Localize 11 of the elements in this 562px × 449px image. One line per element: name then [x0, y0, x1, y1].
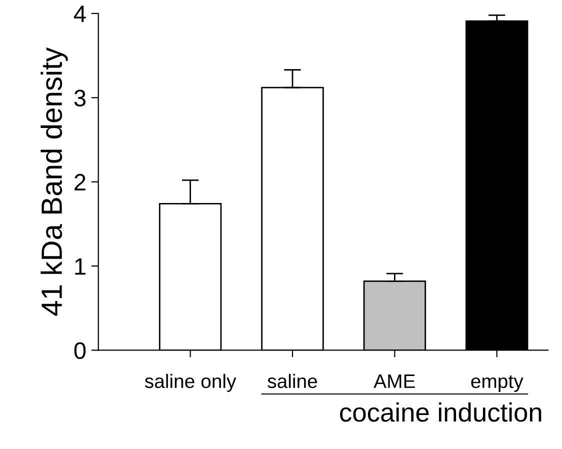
- y-tick-label: 3: [74, 90, 86, 106]
- x-tick-label: saline only: [144, 374, 236, 392]
- x-tick-label: AME: [374, 374, 415, 388]
- y-tick-label: 2: [74, 174, 86, 190]
- x-tick-label: empty: [471, 375, 524, 392]
- y-axis-title: 41 kDa Band density: [40, 47, 68, 316]
- y-tick-label: 0: [74, 342, 86, 360]
- y-tick-label: 4: [74, 6, 86, 22]
- text: cocaine induction: [340, 402, 542, 422]
- x-tick-label: saline: [268, 374, 318, 388]
- y-tick-label: 1: [75, 258, 86, 275]
